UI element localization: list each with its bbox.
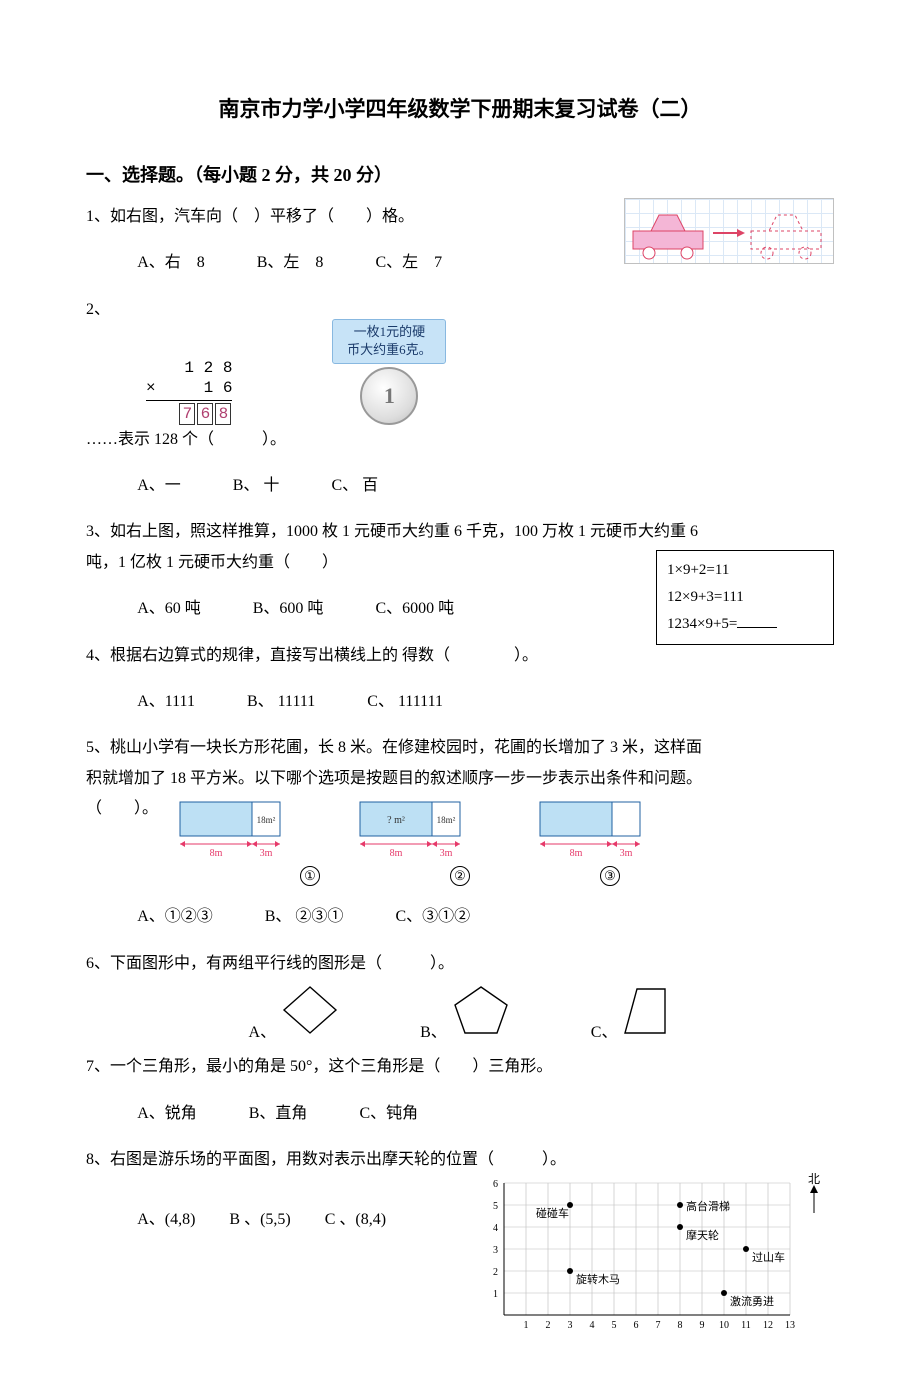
svg-text:? m²: ? m² — [387, 815, 405, 826]
q5-line3: （ ）。 — [86, 794, 158, 824]
q5-options: A、①②③ B、 ②③① C、③①② — [86, 902, 834, 932]
svg-text:13: 13 — [785, 1320, 795, 1331]
coin-figure: 一枚1元的硬 币大约重6克。 1 — [332, 319, 446, 424]
q5-diagrams: 18m² 8m 3m ? m² 18m² 8m 3m 8m 3m — [178, 800, 658, 856]
q6-a-label[interactable]: A、 — [249, 1024, 277, 1041]
svg-text:1: 1 — [493, 1289, 498, 1300]
q6-text: 6、下面图形中，有两组平行线的图形是（ ）。 — [86, 949, 834, 979]
q4-opt-a[interactable]: A、1111 — [137, 687, 195, 717]
q7-text: 7、一个三角形，最小的角是 50°，这个三角形是（ ）三角形。 — [86, 1052, 834, 1082]
trapezoid-icon — [621, 983, 671, 1037]
svg-text:4: 4 — [493, 1223, 498, 1234]
q8-opt-c[interactable]: C 、(8,4) — [325, 1205, 386, 1235]
svg-text:激流勇进: 激流勇进 — [730, 1294, 774, 1308]
svg-text:碰碰车: 碰碰车 — [536, 1206, 569, 1220]
svg-text:3: 3 — [493, 1245, 498, 1256]
svg-text:2: 2 — [493, 1267, 498, 1278]
q5-n2: ② — [450, 866, 470, 886]
svg-text:11: 11 — [741, 1320, 751, 1331]
q2-label: 2、 — [86, 301, 110, 318]
q1-opt-a[interactable]: A、右 8 — [137, 248, 205, 278]
rule-blank — [737, 627, 777, 628]
q5-n1: ① — [300, 866, 320, 886]
q4-opt-b[interactable]: B、 11111 — [247, 687, 315, 717]
svg-text:高台滑梯: 高台滑梯 — [686, 1199, 730, 1213]
svg-text:10: 10 — [719, 1320, 729, 1331]
svg-text:北: 北 — [808, 1172, 820, 1186]
q5-numbers: ① ② ③ — [86, 866, 834, 886]
q5-line2: 积就增加了 18 平方米。以下哪个选项是按题目的叙述顺序一步一步表示出条件和问题… — [86, 764, 834, 794]
svg-text:3: 3 — [568, 1320, 573, 1331]
q7-opt-c[interactable]: C、钝角 — [359, 1099, 418, 1129]
svg-text:18m²: 18m² — [437, 815, 456, 825]
q2-opt-a[interactable]: A、一 — [137, 471, 181, 501]
svg-text:6: 6 — [493, 1179, 498, 1190]
coin-note-l1: 一枚1元的硬 — [339, 323, 439, 341]
q7-opt-a[interactable]: A、锐角 — [137, 1099, 197, 1129]
mult-result: 768 — [146, 400, 232, 425]
mult-mid: × 1 6 — [146, 378, 232, 398]
q1-opt-b[interactable]: B、左 8 — [257, 248, 324, 278]
coin-note-l2: 币大约重6克。 — [339, 341, 439, 359]
q2-options: A、一 B、 十 C、 百 — [86, 471, 834, 501]
rule-l1: 1×9+2=11 — [667, 557, 821, 584]
svg-text:7: 7 — [656, 1320, 661, 1331]
svg-text:5: 5 — [493, 1201, 498, 1212]
svg-text:9: 9 — [700, 1320, 705, 1331]
mult-top: 1 2 8 — [146, 358, 232, 378]
q5-opt-a[interactable]: A、①②③ — [137, 902, 213, 932]
svg-text:1: 1 — [524, 1320, 529, 1331]
playground-grid: 12345678910111213123456碰碰车高台滑梯摩天轮过山车旋转木马… — [486, 1171, 834, 1348]
q3-opt-a[interactable]: A、60 吨 — [137, 594, 201, 624]
q5-opt-b[interactable]: B、 ②③① — [265, 902, 344, 932]
multiplication-figure: 1 2 8 × 1 6 768 — [146, 358, 232, 425]
svg-text:3m: 3m — [620, 848, 633, 856]
car-grid-figure — [624, 198, 834, 264]
q7-opt-b[interactable]: B、直角 — [249, 1099, 308, 1129]
rule-l2: 12×9+3=111 — [667, 584, 821, 611]
svg-text:过山车: 过山车 — [752, 1250, 785, 1264]
q5-opt-c[interactable]: C、③①② — [395, 902, 470, 932]
q2-opt-b[interactable]: B、 十 — [233, 471, 280, 501]
q6-shapes: A、 B、 C、 — [86, 983, 834, 1048]
svg-text:3m: 3m — [260, 848, 273, 856]
svg-text:8m: 8m — [210, 848, 223, 856]
q3-line1: 3、如右上图，照这样推算，1000 枚 1 元硬币大约重 6 千克，100 万枚… — [86, 517, 834, 547]
q3-opt-c[interactable]: C、6000 吨 — [375, 594, 454, 624]
svg-text:旋转木马: 旋转木马 — [576, 1272, 620, 1286]
q4-options: A、1111 B、 11111 C、 111111 — [86, 687, 834, 717]
q8-opt-a[interactable]: A、(4,8) — [137, 1205, 195, 1235]
q5-n3: ③ — [600, 866, 620, 886]
q7-options: A、锐角 B、直角 C、钝角 — [86, 1099, 834, 1129]
q8-opt-b[interactable]: B 、(5,5) — [229, 1205, 290, 1235]
q2-tail: ……表示 128 个（ ）。 — [86, 425, 834, 455]
rule-l3: 1234×9+5= — [667, 616, 737, 632]
rhombus-icon — [280, 983, 340, 1037]
page-title: 南京市力学小学四年级数学下册期末复习试卷（二） — [86, 90, 834, 130]
q6-c-label[interactable]: C、 — [591, 1024, 618, 1041]
svg-text:摩天轮: 摩天轮 — [686, 1228, 719, 1242]
svg-text:8m: 8m — [390, 848, 403, 856]
q5-line1: 5、桃山小学有一块长方形花圃，长 8 米。在修建校园时，花圃的长增加了 3 米，… — [86, 733, 834, 763]
svg-text:2: 2 — [546, 1320, 551, 1331]
q4-text: 4、根据右边算式的规律，直接写出横线上的 得数（ ）。 — [86, 641, 834, 671]
svg-text:12: 12 — [763, 1320, 773, 1331]
svg-text:3m: 3m — [440, 848, 453, 856]
pentagon-icon — [451, 983, 511, 1037]
svg-text:4: 4 — [590, 1320, 595, 1331]
q1-opt-c[interactable]: C、左 7 — [375, 248, 442, 278]
q3-opt-b[interactable]: B、600 吨 — [253, 594, 324, 624]
svg-text:5: 5 — [612, 1320, 617, 1331]
svg-text:6: 6 — [634, 1320, 639, 1331]
section-heading: 一、选择题。（每小题 2 分，共 20 分） — [86, 158, 834, 192]
rule-box: 1×9+2=11 12×9+3=111 1234×9+5= — [656, 550, 834, 645]
svg-text:18m²: 18m² — [257, 815, 276, 825]
coin-icon: 1 — [360, 367, 418, 425]
svg-text:8: 8 — [678, 1320, 683, 1331]
q2-opt-c[interactable]: C、 百 — [331, 471, 378, 501]
q6-b-label[interactable]: B、 — [420, 1024, 447, 1041]
svg-text:8m: 8m — [570, 848, 583, 856]
q4-opt-c[interactable]: C、 111111 — [367, 687, 443, 717]
